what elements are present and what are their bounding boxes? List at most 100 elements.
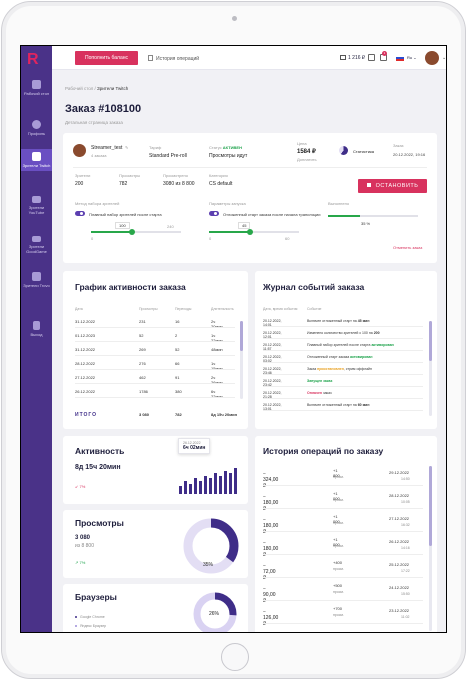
event-text: Оплачен заказ <box>307 391 332 395</box>
history-change: +1 000 <box>333 514 340 524</box>
viewers-slider[interactable] <box>91 229 181 235</box>
total-duration: 8д 15ч 20мин <box>211 412 238 417</box>
divider <box>73 167 427 168</box>
history-change: +1 800 <box>333 468 340 478</box>
scrollbar[interactable] <box>429 466 432 631</box>
slider-max: 60 <box>285 236 290 241</box>
sidebar-item-label: Зрители GoodGame <box>26 244 47 254</box>
balance[interactable]: 1 216 ₽ <box>340 55 365 61</box>
done-percent: 35 % <box>361 221 371 226</box>
delay-slider[interactable] <box>209 229 299 235</box>
start-params-label: Параметры запуска <box>209 201 246 206</box>
receipt-icon <box>148 55 153 61</box>
streamer-orders: 4 заказа <box>91 153 107 158</box>
event-text-bold: 45 мин <box>357 319 370 323</box>
avatar[interactable] <box>425 51 439 65</box>
col-header-clicks: Переходы <box>175 307 192 311</box>
chevron-down-icon[interactable]: ⌄ <box>442 55 447 61</box>
journal-card: Журнал событий заказа Дата, время событи… <box>255 271 437 429</box>
activity-bar <box>229 473 232 494</box>
row-divider <box>75 369 235 370</box>
stop-button[interactable]: ОСТАНОВИТЬ <box>358 179 427 193</box>
browser-item: Яндекс Браузер <box>75 624 106 628</box>
order-label: Заказ <box>393 143 404 148</box>
activity-bar <box>179 486 182 494</box>
table-cell: 2ч 20мин <box>211 319 223 329</box>
sidebar: R Рабочий стол Профиль Зрители Twitch Зр… <box>21 46 52 632</box>
sidebar-item-label: Зрители Trovo <box>23 283 50 288</box>
history-change: +700 <box>333 606 343 611</box>
event-text-main: Отложенный старт заказа <box>307 355 351 359</box>
total-views: 3 080 <box>139 412 150 417</box>
done-label: Выполнено <box>328 201 350 206</box>
scrollbar[interactable] <box>240 321 243 399</box>
topup-link[interactable]: Доплатить <box>297 157 317 162</box>
activity-bar <box>184 481 187 494</box>
category-label: Категория <box>209 173 228 178</box>
history-link[interactable]: История операций <box>148 55 199 62</box>
status-badge: АКТИВЕН <box>222 145 242 150</box>
browser-item: Google Chrome <box>75 615 105 619</box>
history-time: 16:32 <box>401 523 410 527</box>
ru-flag-icon[interactable] <box>396 55 404 61</box>
sidebar-item-logout[interactable]: Выход <box>21 321 52 337</box>
sidebar-item-profile[interactable]: Профиль <box>21 120 52 136</box>
plus-icon[interactable] <box>368 54 375 61</box>
event-text: Отложенный старт заказа активирован <box>307 355 372 359</box>
smooth-start-toggle[interactable] <box>75 211 85 216</box>
table-cell: 31.12.2022 <box>75 319 96 324</box>
event-text: Включен отложенный старт на 45 мин <box>307 319 369 323</box>
sidebar-item-label: Рабочий стол <box>23 91 50 96</box>
row-divider <box>263 398 423 399</box>
sidebar-item-goodgame[interactable]: Зрители GoodGame <box>21 236 52 254</box>
stats-link[interactable]: Статистика <box>353 149 375 154</box>
smooth-start-label: Плавный набор зрителей после старта <box>89 212 162 217</box>
history-sub: просм. <box>333 521 344 525</box>
views-card: Просмотры 3 080 из 8 800 ↗ 7% 35% <box>63 510 248 578</box>
add-balance-button[interactable]: Пополнить баланс <box>75 51 138 65</box>
table-cell: 6ч 22мин <box>211 389 223 399</box>
slider-handle[interactable] <box>129 229 135 235</box>
history-sub: просм. <box>333 590 344 594</box>
journal-title: Журнал событий заказа <box>263 282 365 292</box>
legend-dot-icon <box>75 616 77 618</box>
slider-handle[interactable] <box>247 229 253 235</box>
activity-card: Активность 8д 15ч 20мин ↙ 7% 26.12.2022 … <box>63 436 248 504</box>
table-cell: 462 <box>139 375 146 380</box>
scrollbar[interactable] <box>429 321 432 416</box>
price-value: 1584 ₽ <box>297 149 316 155</box>
history-date: 27.12.2022 <box>389 516 410 521</box>
delay-slider-value[interactable]: 45 <box>238 222 251 229</box>
edit-icon[interactable]: ✎ <box>125 145 129 150</box>
event-text: Плавный набор зрителей после старта акти… <box>307 343 394 347</box>
cancel-order-link[interactable]: Отменить заказ <box>393 245 423 250</box>
sidebar-item-youtube[interactable]: Зрители YouTube <box>21 196 52 215</box>
home-button[interactable] <box>221 643 249 671</box>
history-time: 11:02 <box>401 615 410 619</box>
tariff-value: Standard Pre-roll <box>149 153 187 159</box>
table-cell: 91 <box>175 375 180 380</box>
breadcrumb-home[interactable]: Рабочий стол <box>65 86 94 91</box>
sidebar-item-trovo[interactable]: Зрители Trovo <box>21 272 52 288</box>
views-value: 782 <box>119 181 128 187</box>
stop-button-label: ОСТАНОВИТЬ <box>375 183 419 189</box>
table-cell: 01.12.2023 <box>75 333 96 338</box>
breadcrumb: Рабочий стол / Зрители Twitch <box>65 86 128 91</box>
status-sub: Просмотры идут <box>209 153 248 159</box>
sidebar-item-dashboard[interactable]: Рабочий стол <box>21 80 52 96</box>
watched-label: Просмотрено <box>163 173 188 178</box>
delayed-start-toggle[interactable] <box>209 211 219 216</box>
row-divider <box>75 341 235 342</box>
logo[interactable]: R <box>27 51 39 68</box>
activity-bar <box>199 481 202 494</box>
history-date: 25.12.2022 <box>389 562 410 567</box>
language-select[interactable]: Ru ⌄ <box>407 55 417 60</box>
history-date: 28.12.2022 <box>389 493 410 498</box>
viewers-slider-value[interactable]: 100 <box>115 222 130 229</box>
sidebar-item-label: Зрители YouTube <box>28 205 45 215</box>
row-divider <box>75 327 235 328</box>
history-amount: − 180,00 ₽ <box>263 517 279 535</box>
views-card-title: Просмотры <box>75 518 124 528</box>
table-cell: 276 <box>139 361 146 366</box>
sidebar-item-twitch[interactable]: Зрители Twitch <box>21 149 52 171</box>
